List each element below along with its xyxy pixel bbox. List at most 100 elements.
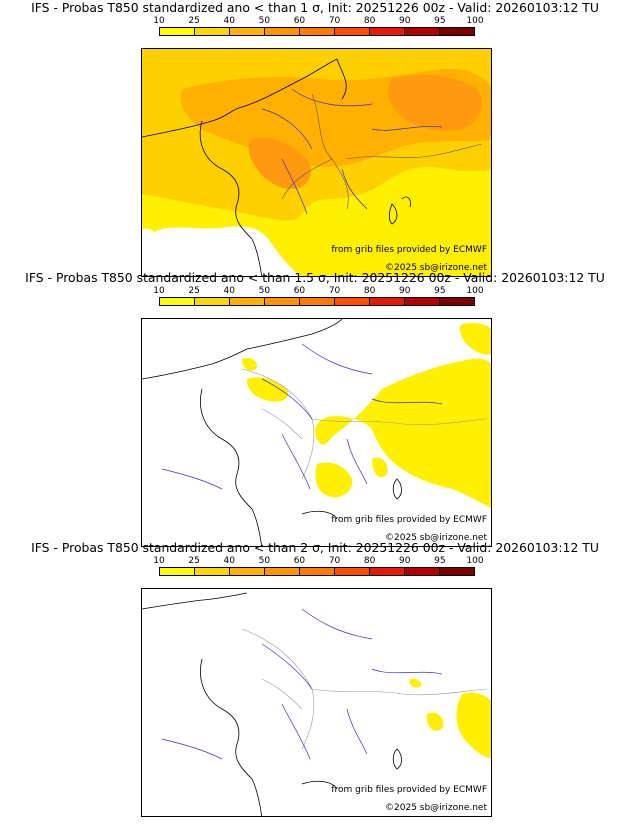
scale-swatch xyxy=(230,298,265,305)
color-scale-bar xyxy=(159,567,475,576)
sea-white-2 xyxy=(142,228,158,244)
scale-swatch xyxy=(265,28,300,35)
scale-label: 40 xyxy=(223,286,235,296)
prob-area-50b xyxy=(248,137,312,189)
scale-label: 40 xyxy=(223,556,235,566)
scale-swatch xyxy=(160,28,195,35)
scale-swatch xyxy=(230,568,265,575)
scale-swatch xyxy=(370,298,405,305)
scale-swatch xyxy=(195,298,230,305)
prob-area-10b xyxy=(246,377,289,402)
coastline xyxy=(142,58,411,276)
prob-area-10c xyxy=(315,462,353,498)
map-graphic xyxy=(142,592,491,816)
scale-label: 90 xyxy=(399,286,411,296)
scale-swatch xyxy=(160,298,195,305)
scale-label: 40 xyxy=(223,16,235,26)
scale-label: 50 xyxy=(258,556,271,566)
coastline xyxy=(142,319,402,546)
scale-swatch xyxy=(440,568,474,575)
scale-swatch xyxy=(195,28,230,35)
scale-swatch xyxy=(265,568,300,575)
scale-swatch xyxy=(265,298,300,305)
borders xyxy=(281,93,483,210)
scale-swatch xyxy=(405,28,440,35)
probability-map: from grib files provided by ECMWF ©2025 … xyxy=(141,588,492,817)
source-credit: from grib files provided by ECMWF xyxy=(331,785,487,795)
prob-area-10c xyxy=(409,678,422,688)
borders xyxy=(241,628,488,750)
prob-area-10d xyxy=(372,457,388,478)
prob-area-50 xyxy=(387,74,483,131)
scale-swatch xyxy=(405,568,440,575)
scale-label: 10 xyxy=(153,286,165,296)
scale-swatch xyxy=(335,298,370,305)
coastline xyxy=(142,592,402,816)
map-panel-3: IFS - Probas T850 standardized ano < tha… xyxy=(0,540,630,817)
scale-swatch xyxy=(300,568,335,575)
scale-label: 90 xyxy=(399,556,411,566)
scale-label: 95 xyxy=(434,16,446,26)
scale-swatch xyxy=(370,568,405,575)
rivers xyxy=(261,88,443,215)
scale-label: 70 xyxy=(328,16,341,26)
prob-area-10e xyxy=(459,322,491,355)
scale-label: 80 xyxy=(363,286,376,296)
color-scale-labels: 10 25 40 50 60 70 80 90 95 100 xyxy=(141,286,491,297)
scale-label: 95 xyxy=(434,286,446,296)
scale-label: 95 xyxy=(434,556,446,566)
scale-label: 100 xyxy=(466,16,484,26)
map-panel-2: IFS - Probas T850 standardized ano < tha… xyxy=(0,270,630,547)
map-graphic xyxy=(142,49,491,276)
scale-swatch xyxy=(440,298,474,305)
panel-title: IFS - Probas T850 standardized ano < tha… xyxy=(25,270,605,285)
scale-swatch xyxy=(405,298,440,305)
scale-label: 100 xyxy=(466,286,484,296)
color-scale-labels: 10 25 40 50 60 70 80 90 95 100 xyxy=(141,16,491,27)
scale-swatch xyxy=(440,28,474,35)
scale-label: 25 xyxy=(188,286,200,296)
rivers xyxy=(161,343,443,490)
panel-title: IFS - Probas T850 standardized ano < tha… xyxy=(31,540,599,555)
scale-swatch xyxy=(300,28,335,35)
prob-area-10f xyxy=(242,357,258,371)
scale-label: 70 xyxy=(328,286,341,296)
color-scale-bar xyxy=(159,27,475,36)
source-credit: from grib files provided by ECMWF xyxy=(331,515,487,525)
map-panel-1: IFS - Probas T850 standardized ano < tha… xyxy=(0,0,630,277)
color-scale-bar xyxy=(159,297,475,306)
scale-swatch xyxy=(160,568,195,575)
probability-map: from grib files provided by ECMWF ©2025 … xyxy=(141,48,492,277)
scale-label: 70 xyxy=(328,556,341,566)
scale-label: 100 xyxy=(466,556,484,566)
prob-area-10 xyxy=(456,692,491,759)
scale-label: 10 xyxy=(153,556,165,566)
scale-label: 50 xyxy=(258,286,271,296)
scale-swatch xyxy=(300,298,335,305)
color-scale-labels: 10 25 40 50 60 70 80 90 95 100 xyxy=(141,556,491,567)
rivers xyxy=(161,608,443,760)
scale-label: 90 xyxy=(399,16,411,26)
scale-label: 25 xyxy=(188,16,200,26)
source-credit: from grib files provided by ECMWF xyxy=(331,245,487,255)
scale-swatch xyxy=(370,28,405,35)
scale-label: 80 xyxy=(363,16,376,26)
scale-label: 10 xyxy=(153,16,165,26)
copyright-credit: ©2025 sb@irizone.net xyxy=(385,803,487,813)
prob-area-10b xyxy=(426,712,444,731)
panel-title: IFS - Probas T850 standardized ano < tha… xyxy=(31,0,599,15)
scale-swatch xyxy=(335,568,370,575)
prob-area-10 xyxy=(315,358,491,509)
scale-label: 50 xyxy=(258,16,271,26)
map-graphic xyxy=(142,319,491,546)
scale-label: 60 xyxy=(293,286,306,296)
scale-label: 60 xyxy=(293,556,306,566)
copyright-credit: ©2025 sb@irizone.net xyxy=(385,263,487,273)
scale-swatch xyxy=(335,28,370,35)
scale-label: 25 xyxy=(188,556,200,566)
probability-map: from grib files provided by ECMWF ©2025 … xyxy=(141,318,492,547)
scale-label: 80 xyxy=(363,556,376,566)
copyright-credit: ©2025 sb@irizone.net xyxy=(385,533,487,543)
scale-swatch xyxy=(195,568,230,575)
scale-swatch xyxy=(230,28,265,35)
